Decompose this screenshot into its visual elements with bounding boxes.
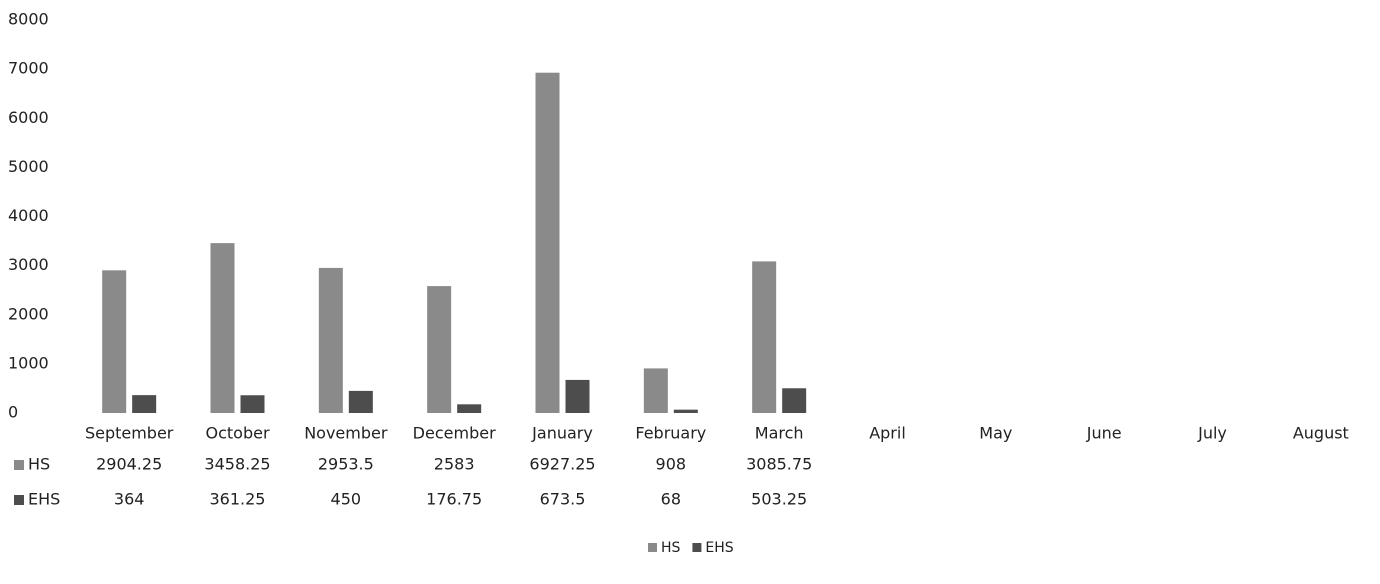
table-row-label: EHS	[28, 490, 60, 509]
bar	[427, 286, 452, 413]
x-tick-label: April	[869, 424, 906, 443]
table-value: 68	[661, 490, 681, 509]
x-tick-label: December	[413, 424, 496, 443]
bar	[673, 409, 698, 413]
bar	[457, 404, 482, 413]
legend-swatch	[648, 543, 657, 552]
y-tick-label: 7000	[8, 59, 49, 78]
y-tick-label: 3000	[8, 255, 49, 274]
table-value: 503.25	[751, 490, 807, 509]
bar	[132, 395, 157, 413]
table-value: 2583	[434, 455, 475, 474]
table-legend-swatch	[14, 495, 24, 505]
table-legend-swatch	[14, 460, 24, 470]
y-tick-label: 0	[8, 403, 18, 422]
legend-label: HS	[661, 540, 681, 556]
table-value: 176.75	[426, 490, 482, 509]
table-value: 2904.25	[96, 455, 162, 474]
x-tick-label: June	[1086, 424, 1122, 443]
table-value: 3458.25	[204, 455, 270, 474]
legend-swatch	[692, 543, 702, 552]
table-value: 450	[331, 490, 362, 509]
y-tick-label: 1000	[8, 353, 49, 372]
y-tick-label: 2000	[8, 304, 49, 323]
x-tick-label: May	[979, 424, 1012, 443]
bar	[210, 243, 235, 413]
x-tick-label: August	[1293, 424, 1349, 443]
bar	[102, 270, 127, 413]
y-tick-label: 6000	[8, 108, 49, 127]
bar	[348, 390, 373, 413]
bar	[565, 379, 590, 413]
table-value: 361.25	[210, 490, 266, 509]
x-tick-label: July	[1197, 424, 1227, 443]
bar	[535, 72, 560, 413]
table-value: 673.5	[540, 490, 586, 509]
table-row-label: HS	[28, 455, 50, 474]
table-value: 3085.75	[746, 455, 812, 474]
table-value: 908	[656, 455, 687, 474]
bar	[643, 368, 668, 413]
x-tick-label: November	[304, 424, 388, 443]
bar	[318, 267, 343, 413]
table-value: 364	[114, 490, 145, 509]
x-tick-label: March	[755, 424, 804, 443]
x-tick-label: October	[205, 424, 269, 443]
table-value: 2953.5	[318, 455, 374, 474]
y-tick-label: 4000	[8, 206, 49, 225]
bar	[752, 261, 777, 413]
x-tick-label: January	[531, 424, 593, 443]
bar	[782, 388, 807, 413]
x-tick-label: September	[85, 424, 174, 443]
legend-label: EHS	[705, 540, 733, 556]
y-tick-label: 5000	[8, 157, 49, 176]
table-value: 6927.25	[529, 455, 595, 474]
bar	[240, 395, 265, 413]
y-tick-label: 8000	[8, 10, 49, 29]
x-tick-label: February	[635, 424, 706, 443]
